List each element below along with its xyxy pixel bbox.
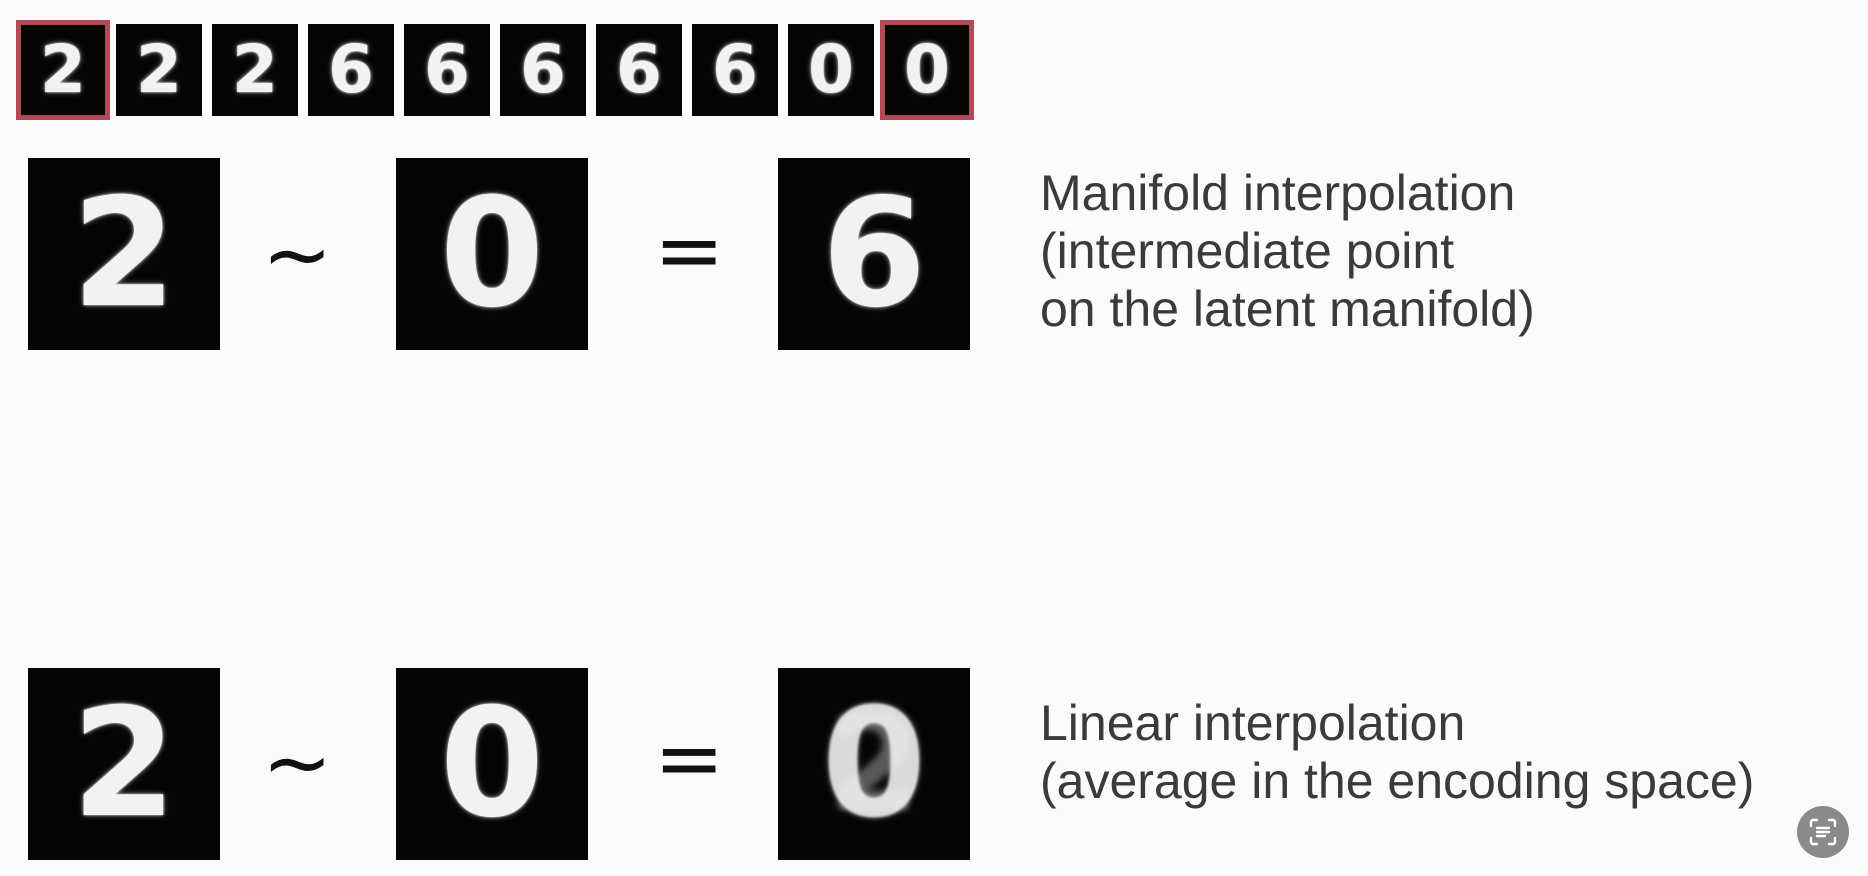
- linear-caption: Linear interpolation (average in the enc…: [1040, 694, 1754, 810]
- caption-line: (average in the encoding space): [1040, 753, 1755, 809]
- digit-glyph: 0: [439, 167, 545, 341]
- caption-line: (intermediate point: [1040, 223, 1455, 279]
- strip-tile: 2: [212, 24, 298, 116]
- strip-digit: 6: [328, 31, 374, 108]
- similarity-operator: ~: [262, 713, 333, 811]
- linear-right-image: 0: [396, 668, 588, 860]
- digit-glyph: 6: [821, 167, 927, 341]
- strip-digit: 6: [712, 31, 758, 108]
- strip-digit: 2: [136, 31, 182, 108]
- digit-glyph-ghost: 2: [828, 688, 920, 840]
- strip-digit: 0: [904, 31, 950, 108]
- digit-glyph: 2: [71, 677, 177, 851]
- digit-glyph: 2: [71, 167, 177, 341]
- strip-tile: 0: [788, 24, 874, 116]
- strip-tile: 6: [692, 24, 778, 116]
- similarity-operator: ~: [262, 205, 333, 303]
- caption-line: Linear interpolation: [1040, 695, 1466, 751]
- digit-glyph: 0: [439, 677, 545, 851]
- linear-left-image: 2: [28, 668, 220, 860]
- strip-tile-end: 0: [880, 20, 974, 120]
- strip-digit: 6: [424, 31, 470, 108]
- caption-line: Manifold interpolation: [1040, 165, 1516, 221]
- manifold-right-image: 0: [396, 158, 588, 350]
- text-scan-icon[interactable]: [1797, 806, 1849, 858]
- strip-tile-start: 2: [16, 20, 110, 120]
- blended-ghost: 2: [778, 668, 970, 860]
- caption-line: on the latent manifold): [1040, 281, 1535, 337]
- manifold-result-image: 6: [778, 158, 970, 350]
- digit-glyph: 0: [821, 677, 927, 851]
- strip-digit: 6: [520, 31, 566, 108]
- strip-digit: 2: [40, 31, 86, 108]
- strip-digit: 2: [232, 31, 278, 108]
- manifold-left-image: 2: [28, 158, 220, 350]
- strip-digit: 6: [616, 31, 662, 108]
- equals-operator: =: [654, 201, 725, 299]
- text-scan-glyph: [1809, 818, 1837, 846]
- strip-tile: 6: [500, 24, 586, 116]
- strip-tile: 2: [116, 24, 202, 116]
- manifold-caption: Manifold interpolation (intermediate poi…: [1040, 164, 1535, 338]
- strip-digit: 0: [808, 31, 854, 108]
- strip-tile: 6: [404, 24, 490, 116]
- linear-result-image: 0 2: [778, 668, 970, 860]
- equals-operator: =: [654, 709, 725, 807]
- strip-tile: 6: [308, 24, 394, 116]
- strip-tile: 6: [596, 24, 682, 116]
